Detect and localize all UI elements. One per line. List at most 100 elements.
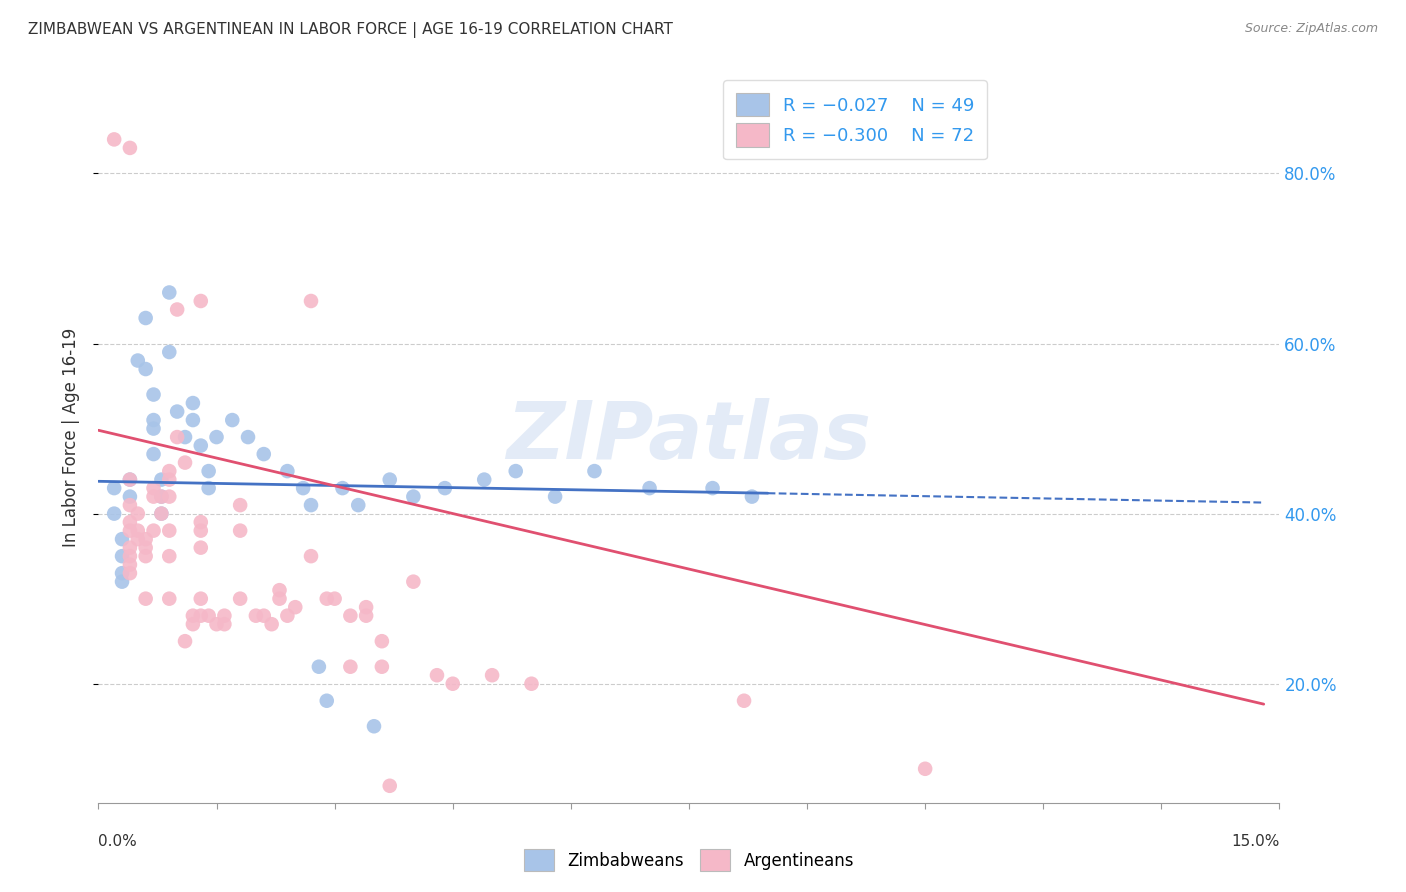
- Point: [284, 600, 307, 615]
- Point: [157, 549, 180, 563]
- Point: [135, 362, 157, 376]
- Point: [111, 574, 134, 589]
- Point: [118, 541, 141, 555]
- Point: [118, 558, 141, 572]
- Point: [269, 591, 291, 606]
- Point: [118, 473, 141, 487]
- Point: [583, 464, 606, 478]
- Point: [157, 490, 180, 504]
- Point: [702, 481, 724, 495]
- Point: [308, 659, 330, 673]
- Point: [174, 456, 197, 470]
- Point: [190, 608, 212, 623]
- Point: [118, 141, 141, 155]
- Point: [253, 608, 276, 623]
- Point: [103, 132, 125, 146]
- Point: [174, 430, 197, 444]
- Point: [260, 617, 283, 632]
- Legend: R = −0.027    N = 49, R = −0.300    N = 72: R = −0.027 N = 49, R = −0.300 N = 72: [723, 80, 987, 160]
- Point: [142, 447, 165, 461]
- Point: [190, 293, 212, 308]
- Point: [402, 574, 425, 589]
- Point: [150, 473, 173, 487]
- Point: [347, 498, 370, 512]
- Point: [150, 507, 173, 521]
- Point: [118, 566, 141, 581]
- Point: [299, 293, 322, 308]
- Point: [135, 591, 157, 606]
- Point: [157, 591, 180, 606]
- Point: [127, 532, 149, 546]
- Point: [253, 447, 276, 461]
- Point: [142, 524, 165, 538]
- Point: [166, 404, 188, 418]
- Point: [214, 608, 236, 623]
- Point: [197, 608, 219, 623]
- Text: ZIPatlas: ZIPatlas: [506, 398, 872, 476]
- Point: [276, 464, 298, 478]
- Point: [520, 677, 543, 691]
- Point: [142, 413, 165, 427]
- Point: [354, 608, 377, 623]
- Point: [142, 421, 165, 435]
- Point: [733, 694, 755, 708]
- Point: [190, 524, 212, 538]
- Point: [135, 541, 157, 555]
- Point: [135, 532, 157, 546]
- Point: [118, 490, 141, 504]
- Point: [638, 481, 661, 495]
- Point: [299, 549, 322, 563]
- Point: [315, 591, 337, 606]
- Point: [127, 524, 149, 538]
- Point: [339, 659, 361, 673]
- Point: [118, 515, 141, 529]
- Point: [142, 481, 165, 495]
- Point: [245, 608, 267, 623]
- Point: [363, 719, 385, 733]
- Point: [197, 481, 219, 495]
- Point: [205, 617, 228, 632]
- Text: 0.0%: 0.0%: [98, 834, 138, 849]
- Point: [332, 481, 354, 495]
- Point: [472, 473, 495, 487]
- Point: [371, 634, 394, 648]
- Point: [181, 413, 204, 427]
- Point: [205, 430, 228, 444]
- Point: [118, 524, 141, 538]
- Point: [127, 507, 149, 521]
- Point: [166, 430, 188, 444]
- Point: [214, 617, 236, 632]
- Point: [190, 515, 212, 529]
- Point: [157, 345, 180, 359]
- Point: [741, 490, 763, 504]
- Point: [181, 396, 204, 410]
- Point: [229, 498, 252, 512]
- Point: [181, 617, 204, 632]
- Point: [166, 302, 188, 317]
- Point: [157, 285, 180, 300]
- Point: [315, 694, 337, 708]
- Point: [157, 464, 180, 478]
- Point: [323, 591, 346, 606]
- Point: [103, 481, 125, 495]
- Point: [299, 498, 322, 512]
- Point: [150, 490, 173, 504]
- Point: [150, 507, 173, 521]
- Point: [142, 387, 165, 401]
- Point: [157, 524, 180, 538]
- Point: [135, 311, 157, 326]
- Point: [111, 566, 134, 581]
- Point: [371, 659, 394, 673]
- Point: [142, 490, 165, 504]
- Point: [481, 668, 503, 682]
- Point: [402, 490, 425, 504]
- Point: [505, 464, 527, 478]
- Point: [229, 524, 252, 538]
- Point: [269, 583, 291, 598]
- Point: [118, 549, 141, 563]
- Point: [378, 473, 401, 487]
- Point: [292, 481, 315, 495]
- Point: [150, 490, 173, 504]
- Point: [276, 608, 298, 623]
- Point: [441, 677, 464, 691]
